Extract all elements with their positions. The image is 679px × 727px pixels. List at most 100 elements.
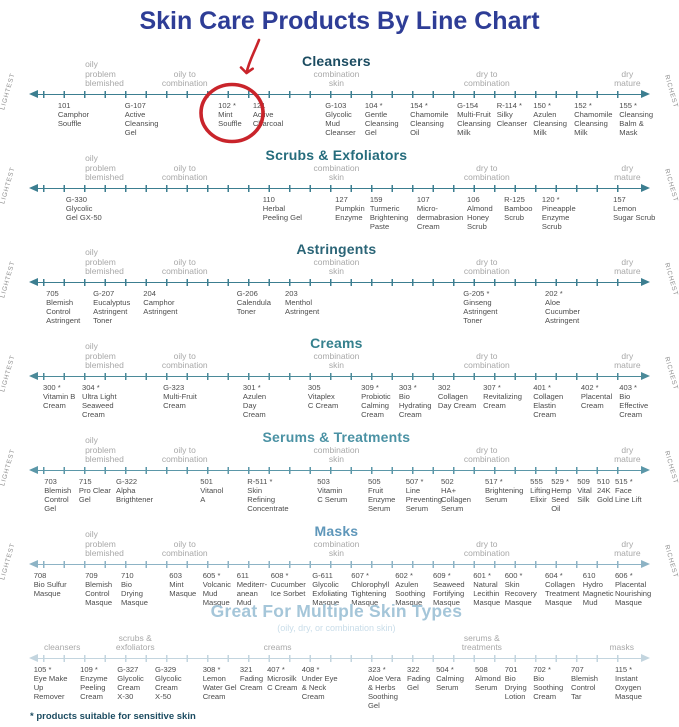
lightest-label: LIGHTEST — [0, 448, 17, 487]
product-155: 155 * Cleansing Balm & Mask — [619, 101, 654, 137]
product-code: 610 — [582, 571, 596, 580]
axis-wrap — [29, 184, 650, 193]
section-serums-treatments: Serums & Treatments oily problem blemished… — [0, 422, 679, 516]
section-title-block: Astringents — [296, 241, 376, 257]
skin-zone-label: dry to combination — [463, 444, 510, 465]
product-115: 115 * Instant Oxygen Masque — [614, 665, 642, 701]
product-504: 504 * Calming Serum — [436, 665, 464, 692]
skin-zone-label: oily problem blemished — [85, 59, 124, 89]
products-row: 708 Bio Sulfur Masque 709 Blemish Control Masq… — [30, 569, 652, 610]
product-code: 106 — [467, 195, 480, 204]
skin-zone-label: combination skin — [313, 538, 360, 559]
richest-label: RICHEST — [662, 544, 679, 579]
product-code: 505 — [367, 477, 381, 486]
product-code: 110 — [262, 195, 275, 204]
product-121: 121 Active Charcoal — [252, 101, 284, 128]
skin-zone-label: oily problem blemished — [85, 529, 124, 559]
section-title: Great For Multiple Skin Types — [210, 601, 463, 621]
product-120: 120 * Pineapple Enzyme Scrub — [541, 195, 576, 231]
product-code: 402 * — [580, 383, 599, 392]
axis-line — [29, 654, 650, 663]
product-602: 602 * Azulen Soothing Masque — [395, 571, 426, 607]
richest-label: RICHEST — [662, 262, 679, 297]
product-code: 308 * — [202, 665, 221, 674]
skin-zone-label: dry mature — [614, 350, 641, 371]
axis-line — [29, 184, 650, 193]
product-110: 110 Herbal Peeling Gel — [262, 195, 302, 222]
product-code: 202 * — [545, 289, 563, 298]
product-code: 305 — [307, 383, 321, 392]
product-321: 321 Fading Cream — [239, 665, 264, 692]
product-code: 159 — [369, 195, 383, 204]
product-code: 503 — [317, 477, 330, 486]
product-code: 507 * — [405, 477, 424, 486]
skin-zone-label: oily problem blemished — [85, 153, 124, 183]
products-row: 105 * Eye Make Up Remover 109 * Enzyme Peeling… — [30, 663, 649, 710]
skin-zone-label: combination skin — [313, 162, 360, 183]
product-code: 602 * — [395, 571, 413, 580]
axis-ticks — [43, 279, 636, 286]
product-code: G-329 — [155, 665, 177, 674]
products-row: 101 Camphor Souffle G-107 Active Cleansing Gel… — [30, 99, 653, 140]
product-code: G-103 — [325, 101, 347, 110]
lightest-label: LIGHTEST — [0, 166, 17, 205]
axis-arrow-right-icon — [641, 372, 650, 381]
product-code: 401 * — [533, 383, 551, 392]
lightest-label: LIGHTEST — [0, 542, 17, 581]
section-header: Masks oily problem blemished oily to combina… — [30, 516, 649, 560]
skin-zone-label: combination skin — [313, 350, 360, 371]
product-715: 715 Pro Clear Gel — [78, 477, 111, 504]
product-g-107: G-107 Active Cleansing Gel — [124, 101, 159, 137]
product-code: 603 — [169, 571, 182, 580]
product-code: 120 * — [541, 195, 560, 204]
product-309: 309 * Probiotic Calming Cream — [361, 383, 391, 419]
skin-zone-label: oily to combination — [161, 350, 208, 371]
product-106: 106 Almond Honey Scrub — [467, 195, 493, 231]
product-605: 605 * Volcanic Mud Masque — [202, 571, 231, 607]
product-509: 509 Vital Silk — [577, 477, 592, 504]
product-107: 107 Micro-dermabrasion Cream — [416, 195, 464, 231]
product-407: 407 * Microsilk C Cream — [267, 665, 298, 692]
axis-arrow-right-icon — [641, 184, 650, 193]
product-150: 150 * Azulen Cleansing Milk — [533, 101, 568, 137]
product-503: 503 Vitamin C Serum — [317, 477, 348, 504]
axis-ticks — [43, 373, 636, 380]
section-great-for-multiple-skin-types: Great For Multiple Skin Types (oily, dry… — [0, 601, 679, 710]
products-row: 703 Blemish Control Gel 715 Pro Clear Gel G-322… — [30, 475, 649, 516]
axis-ticks — [43, 655, 636, 662]
skin-zone-label: dry mature — [614, 162, 641, 183]
product-code: 309 * — [361, 383, 379, 392]
product-code: 204 — [143, 289, 156, 298]
skin-zone-label: dry mature — [614, 444, 641, 465]
product-code: 608 * — [270, 571, 289, 580]
sensitive-skin-footnote: * products suitable for sensitive skin — [30, 711, 196, 722]
section-title: Creams — [310, 335, 363, 351]
product-code: G-611 — [312, 571, 333, 580]
section-header: Great For Multiple Skin Types (oily, dry… — [30, 601, 649, 654]
skin-zone-label: oily to combination — [161, 444, 208, 465]
product-code: G-323 — [163, 383, 185, 392]
product-g-323: G-323 Multi-Fruit Cream — [163, 383, 197, 410]
product-code: 101 — [57, 101, 71, 110]
product-r-511: R-511 * Skin Refining Concentrate — [247, 477, 289, 513]
product-305: 305 Vitaplex C Cream — [307, 383, 339, 410]
axis-line — [29, 90, 650, 99]
skin-zone-label: dry mature — [614, 256, 641, 277]
product-code: G-207 — [93, 289, 115, 298]
lightest-label: LIGHTEST — [0, 354, 17, 393]
product-code: 708 — [33, 571, 47, 580]
product-code: 611 — [236, 571, 249, 580]
product-code: 105 * — [33, 665, 52, 674]
product-code: 501 — [200, 477, 213, 486]
product-code: 408 * — [301, 665, 320, 674]
product-code: 154 * — [410, 101, 428, 110]
skin-zone-label: oily problem blemished — [85, 247, 124, 277]
product-301: 301 * Azulen Day Cream — [242, 383, 267, 419]
product-501: 501 Vitanol A — [200, 477, 224, 504]
skin-zone-label: combination skin — [313, 256, 360, 277]
product-code: 606 * — [614, 571, 633, 580]
product-code: 301 * — [242, 383, 261, 392]
axis-arrow-right-icon — [641, 654, 650, 663]
product-510: 510 24K Gold — [597, 477, 614, 504]
